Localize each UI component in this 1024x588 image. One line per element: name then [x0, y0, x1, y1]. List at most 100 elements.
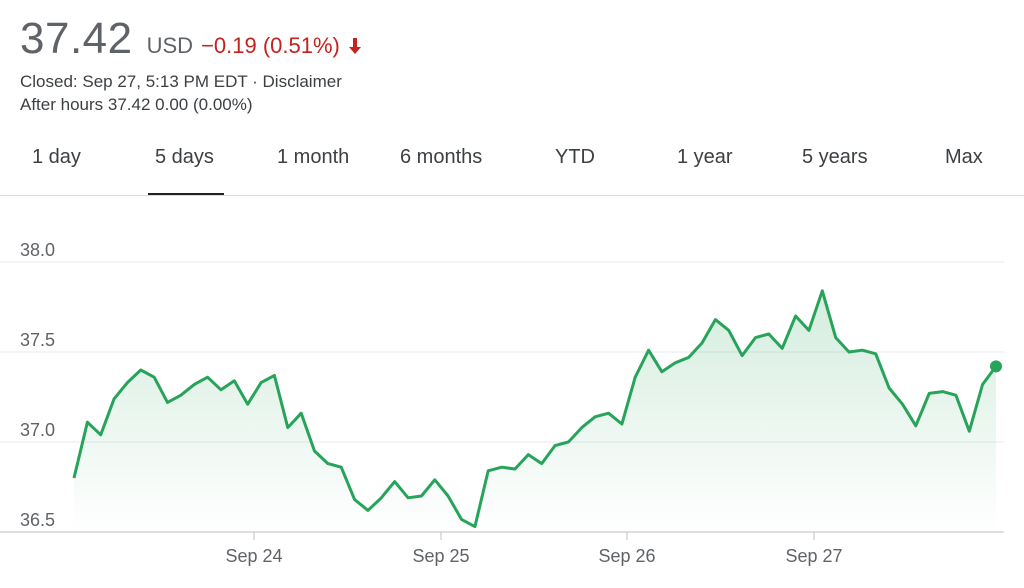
- data-point: [85, 420, 89, 424]
- data-point: [593, 415, 597, 419]
- data-point: [687, 355, 691, 359]
- data-point: [353, 498, 357, 502]
- y-tick-label: 36.5: [20, 510, 55, 530]
- data-point: [753, 336, 757, 340]
- data-point: [620, 422, 624, 426]
- y-tick-label: 37.5: [20, 330, 55, 350]
- data-point: [486, 469, 490, 473]
- data-point: [366, 508, 370, 512]
- data-point: [339, 465, 343, 469]
- data-point: [967, 429, 971, 433]
- after-hours-info: After hours 37.42 0.00 (0.00%): [20, 93, 362, 116]
- data-point: [580, 426, 584, 430]
- tab-1-day[interactable]: 1 day: [32, 146, 81, 168]
- data-point: [286, 426, 290, 430]
- data-point: [874, 352, 878, 356]
- data-point: [166, 400, 170, 404]
- x-tick-label: Sep 27: [785, 546, 842, 566]
- currency: USD: [146, 33, 194, 58]
- data-point: [246, 402, 250, 406]
- data-point: [72, 476, 76, 480]
- down-arrow-icon: [348, 38, 361, 54]
- data-point: [566, 440, 570, 444]
- after-hours-label: After hours: [20, 95, 104, 114]
- data-point: [900, 402, 904, 406]
- data-point: [272, 373, 276, 377]
- data-point: [633, 375, 637, 379]
- data-point: [473, 525, 477, 529]
- last-price-dot: [990, 360, 1002, 373]
- data-point: [914, 424, 918, 428]
- data-point: [446, 494, 450, 498]
- data-point: [299, 411, 303, 415]
- tab-1-month[interactable]: 1 month: [277, 146, 350, 168]
- data-point: [740, 354, 744, 358]
- range-tabs: 1 day 5 days 1 month 6 months YTD 1 year…: [0, 128, 1024, 196]
- tabs-divider: [0, 195, 1024, 196]
- price-change: −0.19 (0.51%): [201, 33, 340, 58]
- data-point: [887, 386, 891, 390]
- data-point: [513, 467, 517, 471]
- data-point: [433, 478, 437, 482]
- data-point: [700, 341, 704, 345]
- data-point: [941, 390, 945, 394]
- price-area-fill: [74, 290, 996, 532]
- data-point: [232, 379, 236, 383]
- data-point: [927, 391, 931, 395]
- data-point: [673, 361, 677, 365]
- tab-1-year[interactable]: 1 year: [677, 146, 733, 168]
- tab-5-years[interactable]: 5 years: [802, 146, 868, 168]
- selected-tab-indicator: [148, 193, 224, 196]
- after-hours-change: 0.00 (0.00%): [155, 95, 253, 114]
- data-point: [112, 397, 116, 401]
- data-point: [460, 517, 464, 521]
- data-point: [313, 449, 317, 453]
- data-point: [647, 348, 651, 352]
- data-point: [780, 346, 784, 350]
- data-point: [526, 453, 530, 457]
- data-point: [820, 289, 824, 293]
- data-point: [794, 314, 798, 318]
- data-point: [713, 318, 717, 322]
- data-point: [606, 411, 610, 415]
- tab-5-days[interactable]: 5 days: [155, 146, 214, 168]
- data-point: [152, 375, 156, 379]
- x-tick-label: Sep 25: [412, 546, 469, 566]
- data-point: [860, 348, 864, 352]
- current-price: 37.42: [20, 14, 133, 63]
- data-point: [393, 480, 397, 484]
- data-point: [379, 496, 383, 500]
- y-tick-label: 37.0: [20, 420, 55, 440]
- closed-info: Closed: Sep 27, 5:13 PM EDT · Disclaimer: [20, 72, 342, 91]
- data-point: [727, 328, 731, 332]
- data-point: [99, 433, 103, 437]
- data-point: [125, 381, 129, 385]
- tab-6-months[interactable]: 6 months: [400, 146, 483, 168]
- x-tick-label: Sep 26: [598, 546, 655, 566]
- data-point: [981, 382, 985, 386]
- price-row: 37.42 USD −0.19 (0.51%): [20, 14, 362, 64]
- price-chart: 38.0 37.5 37.0 36.5 Sep 24 Sep 25 Sep 26 Sep 2…: [0, 240, 1004, 566]
- price-line: [72, 289, 998, 529]
- data-point: [553, 444, 557, 448]
- data-point: [206, 375, 210, 379]
- data-point: [540, 462, 544, 466]
- data-point: [139, 368, 143, 372]
- tab-ytd[interactable]: YTD: [555, 146, 595, 168]
- data-point: [834, 336, 838, 340]
- data-point: [954, 393, 958, 397]
- data-point: [326, 462, 330, 466]
- x-tick-label: Sep 24: [225, 546, 282, 566]
- data-point: [179, 393, 183, 397]
- data-point: [807, 328, 811, 332]
- tab-max[interactable]: Max: [945, 146, 983, 168]
- after-hours-price: 37.42: [107, 95, 151, 114]
- data-point: [660, 370, 664, 374]
- data-point: [419, 494, 423, 498]
- quote-header: 37.42 USD −0.19 (0.51%) Closed: Sep 27, …: [20, 14, 362, 116]
- data-point: [259, 381, 263, 385]
- data-point: [767, 332, 771, 336]
- data-point: [192, 382, 196, 386]
- y-tick-label: 38.0: [20, 240, 55, 260]
- data-point: [406, 496, 410, 500]
